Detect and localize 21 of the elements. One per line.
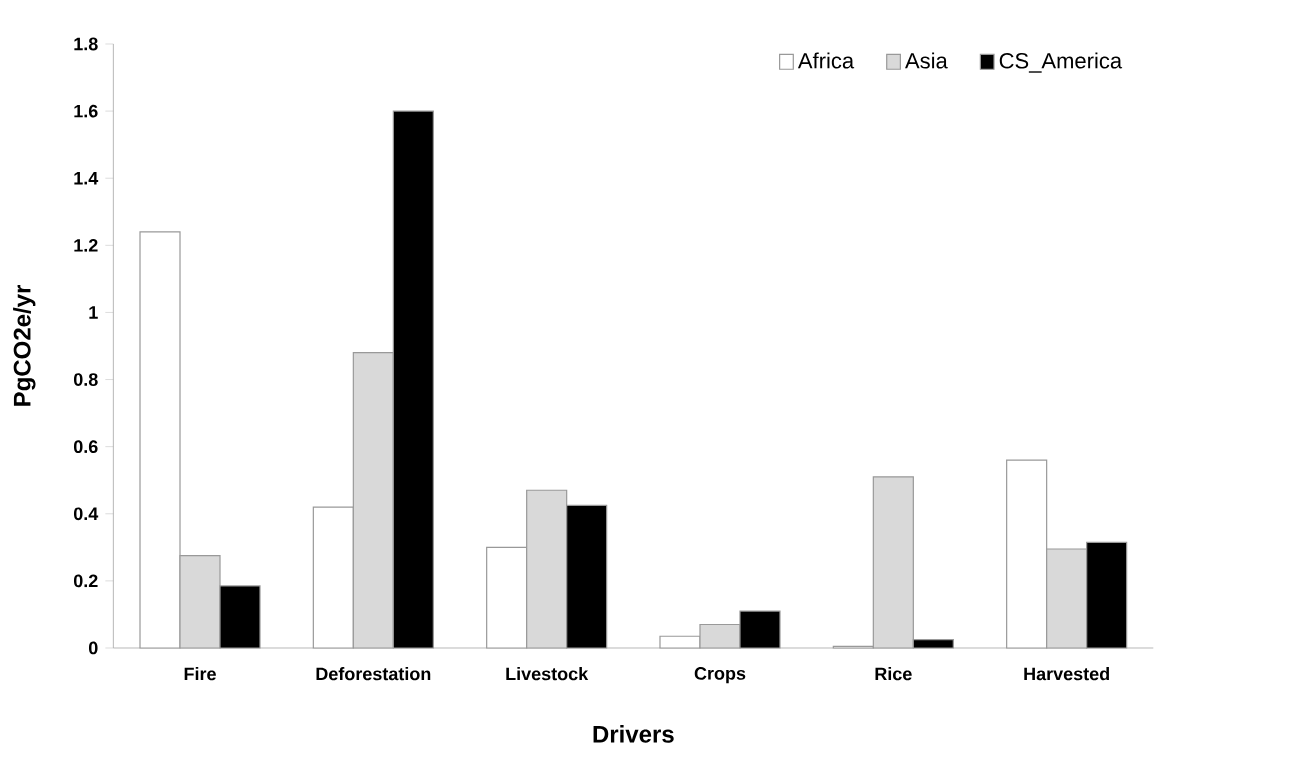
y-tick-label: 1.6	[74, 104, 98, 118]
y-tick-label: 1.4	[74, 172, 99, 185]
y-tick-label: 0.8	[73, 373, 98, 386]
x-tick-label: Crops	[694, 667, 746, 684]
y-tick-label: 0.4	[73, 507, 99, 521]
y-tick-label: 1.8	[74, 37, 98, 51]
y-tick-label: 1	[89, 306, 98, 319]
x-tick-label: Rice	[875, 667, 912, 681]
x-axis-title: Drivers	[593, 725, 674, 743]
y-tick-label: 0	[88, 641, 98, 655]
x-tick-label: Deforestation	[316, 667, 431, 681]
x-tick-label: Livestock	[506, 667, 589, 681]
x-tick-label: Harvested	[1024, 667, 1109, 681]
y-tick-label: 0.2	[73, 574, 98, 588]
legend-label: CS_America	[999, 52, 1123, 73]
x-tick-label: Fire	[184, 667, 216, 681]
y-tick-label: 1.2	[74, 239, 98, 252]
legend-label: Asia	[905, 52, 948, 69]
y-tick-label: 0.6	[73, 440, 98, 454]
y-axis-title: PgCO2e/yr	[13, 285, 36, 406]
legend-label: Africa	[797, 52, 855, 69]
